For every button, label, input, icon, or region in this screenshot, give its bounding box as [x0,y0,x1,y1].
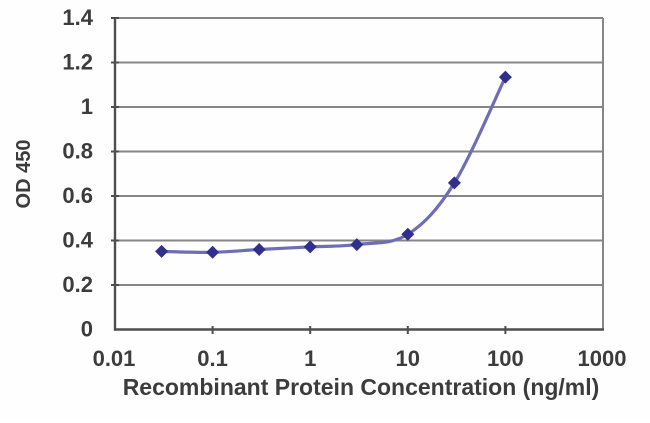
svg-text:1.4: 1.4 [62,5,93,30]
svg-text:0.6: 0.6 [62,183,93,208]
svg-text:1000: 1000 [578,346,627,371]
svg-text:OD 450: OD 450 [13,140,35,209]
svg-text:1: 1 [304,346,316,371]
svg-text:1.2: 1.2 [62,50,93,75]
svg-text:10: 10 [396,346,420,371]
svg-text:100: 100 [487,346,524,371]
svg-text:0.01: 0.01 [93,346,136,371]
svg-text:0.1: 0.1 [197,346,228,371]
svg-text:0.8: 0.8 [62,139,93,164]
svg-text:0.4: 0.4 [62,228,93,253]
svg-text:0.2: 0.2 [62,272,93,297]
svg-text:1: 1 [81,94,93,119]
svg-text:Recombinant Protein Concentrat: Recombinant Protein Concentration (ng/ml… [123,374,600,400]
svg-text:0: 0 [81,317,93,342]
